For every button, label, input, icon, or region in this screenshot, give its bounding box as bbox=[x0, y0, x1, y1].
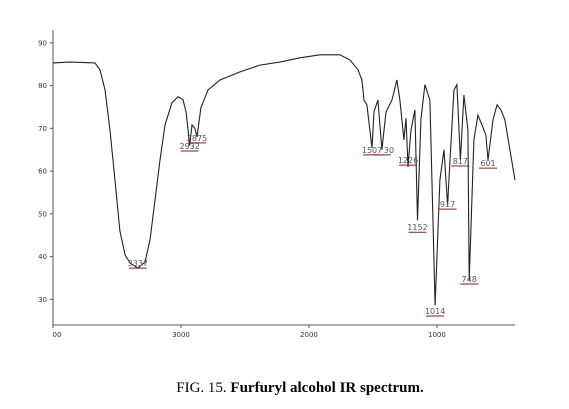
caption: FIG. 15. Furfuryl alcohol IR spectrum. bbox=[176, 380, 424, 396]
peak-label: 1152 bbox=[407, 223, 427, 232]
y-tick-label: 70 bbox=[38, 125, 47, 133]
peak-label: 2875 bbox=[187, 134, 207, 143]
peak-label: 2932 bbox=[180, 142, 200, 151]
peak-label: 1014 bbox=[425, 307, 445, 316]
peak-label: 601 bbox=[480, 159, 495, 168]
x-tick-label: 3000 bbox=[172, 331, 190, 339]
caption-prefix: FIG. 15. bbox=[176, 380, 226, 396]
peak-label: 817 bbox=[453, 157, 468, 166]
x-tick-label: 2000 bbox=[300, 331, 318, 339]
y-tick-label: 90 bbox=[38, 39, 47, 47]
peak-label: 917 bbox=[440, 200, 455, 209]
y-tick-label: 80 bbox=[38, 82, 47, 90]
x-tick-label: 1000 bbox=[428, 331, 446, 339]
x-tick-label: 00 bbox=[53, 331, 62, 339]
y-tick-label: 30 bbox=[38, 296, 47, 304]
y-tick-label: 60 bbox=[38, 168, 47, 176]
peak-label: 748 bbox=[462, 275, 477, 284]
chart-title: Furfuryl alcohol IR spectrum. bbox=[230, 380, 424, 396]
y-tick-label: 40 bbox=[38, 253, 47, 261]
peak-label: 3337 bbox=[128, 259, 148, 268]
peak-label: 30 bbox=[384, 146, 394, 155]
peak-label: 1507 bbox=[362, 146, 382, 155]
peak-label: 1226 bbox=[398, 156, 418, 165]
y-tick-label: 50 bbox=[38, 210, 47, 218]
spectrum-line bbox=[52, 54, 516, 306]
